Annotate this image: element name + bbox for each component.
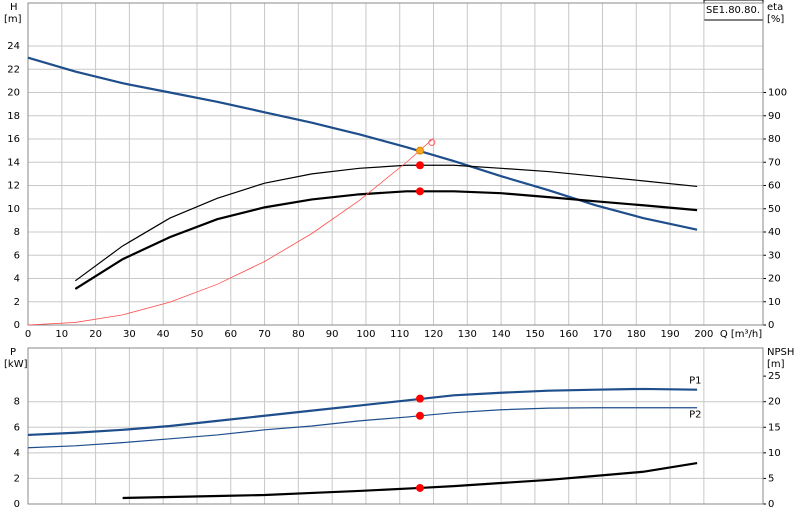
y2-tick-label: 80 [768,134,781,145]
x-tick-label: 150 [525,329,544,340]
marker [428,138,436,146]
y2-tick-label: 0 [768,499,774,510]
x-tick-label: 80 [292,329,305,340]
x-tick-label: 180 [627,329,646,340]
y-tick-label: 24 [7,41,20,52]
y2-tick-label: 30 [768,250,781,261]
plot-frame [27,347,764,505]
y-tick-label: 4 [14,274,20,285]
y-axis-unit: [m] [4,14,22,25]
y2-tick-label: 20 [768,397,781,408]
y2-tick-label: 10 [768,297,781,308]
marker [416,161,424,170]
series-line [122,461,698,500]
y-tick-label: 8 [14,227,20,238]
y-axis-label: P [10,347,16,358]
y2-axis-label: eta [767,2,783,13]
series-line [27,138,434,326]
series-label: P1 [689,376,701,387]
y-tick-label: 22 [7,64,20,75]
x-tick-label: 110 [390,329,409,340]
y2-tick-label: 20 [768,274,781,285]
y-tick-label: 20 [7,88,20,99]
x-tick-label: 130 [458,329,477,340]
y-tick-label: 8 [14,397,20,408]
y-axis-unit: [kW] [4,359,28,370]
y2-axis-label: NPSH [767,347,794,358]
y-tick-label: 2 [14,473,20,484]
marker [416,483,424,492]
series-line [74,190,698,290]
marker [416,394,424,403]
y-tick-label: 4 [14,448,20,459]
y2-tick-label: 5 [768,473,774,484]
plot-frame [27,2,764,326]
x-tick-label: 200 [694,329,713,340]
y-tick-label: 18 [7,111,20,122]
marker [416,411,424,420]
x-tick-label: 90 [326,329,339,340]
marker [416,146,424,155]
y2-tick-label: 10 [768,448,781,459]
y-tick-label: 12 [7,181,20,192]
x-tick-label: 70 [258,329,271,340]
x-tick-label: 20 [89,329,102,340]
y2-tick-label: 15 [768,422,781,433]
x-tick-label: 40 [157,329,170,340]
x-tick-label: 10 [55,329,68,340]
y-tick-label: 0 [14,320,20,331]
y-tick-label: 0 [14,499,20,510]
y2-tick-label: 25 [768,371,781,382]
x-tick-label: 30 [123,329,136,340]
x-tick-label: 0 [25,329,31,340]
series-line [74,164,698,282]
series-line [27,387,698,437]
y2-axis-unit: [m] [767,359,785,370]
y-tick-label: 10 [7,204,20,215]
series-label: P2 [689,410,701,421]
y-tick-label: 14 [7,157,20,168]
x-tick-label: 60 [224,329,237,340]
product-label: SE1.80.80. [706,5,760,16]
x-tick-label: 140 [492,329,511,340]
y-tick-label: 16 [7,134,20,145]
y2-tick-label: 0 [768,320,774,331]
x-axis-label: Q [m³/h] [720,329,762,340]
x-tick-label: 120 [424,329,443,340]
y2-tick-label: 60 [768,181,781,192]
y2-tick-label: 50 [768,204,781,215]
y2-axis-unit: [%] [767,14,784,25]
y-tick-label: 6 [14,422,20,433]
y2-tick-label: 70 [768,157,781,168]
y-tick-label: 6 [14,250,20,261]
x-tick-label: 170 [593,329,612,340]
y-tick-label: 2 [14,297,20,308]
x-tick-label: 160 [559,329,578,340]
y2-tick-label: 100 [768,88,787,99]
x-tick-label: 50 [191,329,204,340]
y2-tick-label: 90 [768,111,781,122]
y2-tick-label: 40 [768,227,781,238]
x-tick-label: 100 [356,329,375,340]
x-tick-label: 190 [661,329,680,340]
series-line [27,407,698,449]
y-axis-label: H [10,2,18,13]
marker [416,187,424,196]
series-line [27,56,698,231]
